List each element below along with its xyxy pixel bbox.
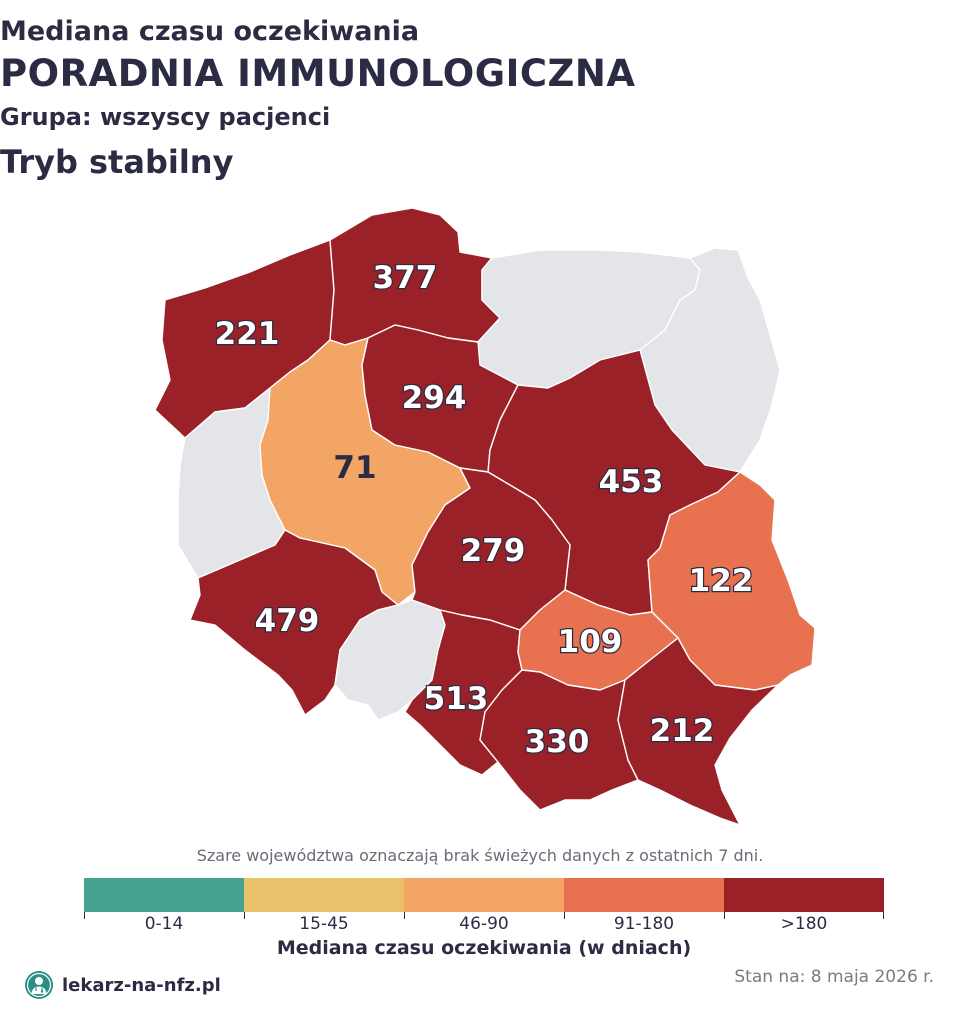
legend-tick <box>244 912 245 919</box>
value-label-slaskie: 513 <box>424 681 489 717</box>
legend-swatch-46-90 <box>404 878 564 912</box>
legend-label-46-90: 46-90 <box>459 914 509 934</box>
mode-line: Tryb stabilny <box>0 143 234 181</box>
region-malopolskie[interactable] <box>479 669 639 811</box>
legend-swatch-0-14 <box>84 878 244 912</box>
legend-swatch-15-45 <box>244 878 404 912</box>
legend-labels: 0-14 15-45 46-90 91-180 >180 <box>84 914 884 934</box>
value-label-wielkopolskie: 71 <box>333 450 376 486</box>
legend-title: Mediana czasu oczekiwania (w dniach) <box>276 937 692 959</box>
value-label-lodzkie: 279 <box>461 533 526 569</box>
legend-color-bar <box>84 878 884 912</box>
value-label-mazowieckie: 453 <box>599 464 664 500</box>
legend-ticks <box>84 912 884 920</box>
region-podkarpackie[interactable] <box>617 637 779 826</box>
value-label-pomorskie: 377 <box>373 260 438 296</box>
value-label-kujawsko-pomorskie: 294 <box>402 380 467 416</box>
subtitle-top: Mediana czasu oczekiwania <box>0 16 420 47</box>
no-data-note: Szare województwa oznaczają brak świeżyc… <box>196 846 764 865</box>
doctor-logo-icon <box>25 971 53 999</box>
brand[interactable]: lekarz-na-nfz.pl <box>24 970 221 1000</box>
legend-tick <box>883 912 884 919</box>
legend-label-0-14: 0-14 <box>144 914 184 934</box>
value-label-swietokrzyskie: 109 <box>558 624 623 660</box>
value-label-zachodniopomorskie: 221 <box>215 316 280 352</box>
brand-name: lekarz-na-nfz.pl <box>62 974 221 996</box>
legend-tick <box>724 912 725 919</box>
legend-swatch-91-180 <box>564 878 724 912</box>
page-title: PORADNIA IMMUNOLOGICZNA <box>0 52 636 95</box>
legend-swatch-180-plus <box>724 878 884 912</box>
legend-label-91-180: 91-180 <box>613 914 675 934</box>
legend-tick <box>404 912 405 919</box>
group-line: Grupa: wszyscy pacjenci <box>0 103 331 131</box>
legend-tick <box>84 912 85 919</box>
legend-tick <box>564 912 565 919</box>
value-label-dolnoslaskie: 479 <box>255 603 320 639</box>
value-label-lubelskie: 122 <box>689 563 754 599</box>
legend-label-180-plus: >180 <box>780 914 828 934</box>
data-date: Stan na: 8 maja 2026 r. <box>734 967 934 987</box>
legend-label-15-45: 15-45 <box>299 914 349 934</box>
poland-map: 221 377 71 294 453 279 122 479 513 109 3… <box>154 207 816 826</box>
value-label-malopolskie: 330 <box>525 724 590 760</box>
value-label-podkarpackie: 212 <box>650 713 715 749</box>
